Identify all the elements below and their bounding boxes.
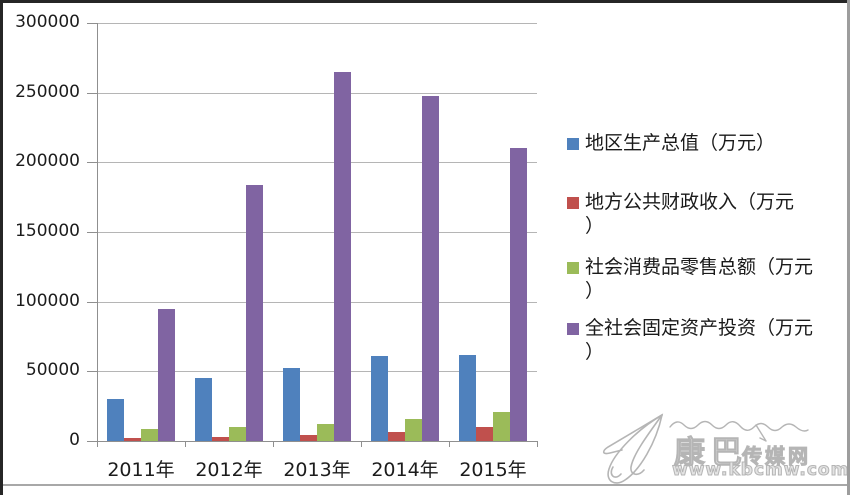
- y-axis-label-300000: 300000: [15, 12, 80, 32]
- bar-series0-2012年: [195, 378, 212, 441]
- x-axis-label-2015年: 2015年: [459, 459, 527, 481]
- bar-series2-2011年: [141, 429, 158, 441]
- bar-series1-2014年: [388, 432, 405, 441]
- watermark-url: www.kbcmw.com: [671, 460, 850, 481]
- y-tick-0: [87, 441, 98, 442]
- bar-series3-2012年: [246, 184, 263, 441]
- bar-series3-2015年: [510, 147, 527, 441]
- watermark-logo-icon: [602, 413, 664, 484]
- y-tick-200000: [87, 162, 98, 164]
- y-axis-label-150000: 150000: [15, 221, 80, 241]
- bar-series2-2015年: [493, 412, 510, 441]
- bar-series3-2014年: [422, 96, 439, 441]
- bar-series1-2013年: [300, 435, 317, 441]
- watermark-squiggle-icon: [669, 420, 809, 442]
- y-axis-label-50000: 50000: [25, 360, 80, 381]
- y-tick-300000: [87, 23, 98, 24]
- x-tick-0: [97, 441, 98, 447]
- bar-series0-2011年: [107, 398, 124, 441]
- bar-series2-2014年: [405, 418, 422, 441]
- legend-label: 地方公共财政收入（万元 ）: [585, 191, 795, 237]
- watermark-site-name-sub: 传媒网: [742, 444, 811, 469]
- bar-series3-2011年: [158, 308, 175, 441]
- bar-series1-2012年: [212, 437, 229, 441]
- bar-series0-2014年: [371, 356, 388, 441]
- frame-border-right: [847, 0, 850, 495]
- frame-border-left: [0, 0, 3, 495]
- y-tick-100000: [87, 301, 98, 303]
- gridline-250000: [97, 92, 537, 94]
- plot-area: [97, 23, 537, 441]
- frame-border-bottom: [3, 484, 847, 486]
- gridline-150000: [97, 232, 537, 233]
- frame-border-top: [0, 0, 850, 3]
- y-axis-label-100000: 100000: [15, 290, 80, 311]
- y-axis-label-250000: 250000: [15, 81, 80, 102]
- y-tick-150000: [87, 232, 98, 233]
- bar-series3-2013年: [334, 72, 351, 441]
- x-axis-label-2011年: 2011年: [107, 459, 175, 481]
- bar-series0-2013年: [283, 367, 300, 441]
- x-axis-label-2014年: 2014年: [371, 459, 439, 481]
- legend-swatch-icon: [567, 197, 579, 209]
- watermark-site-name-main: 康巴: [674, 435, 748, 472]
- bar-series1-2015年: [476, 426, 493, 441]
- bar-series0-2015年: [459, 355, 476, 441]
- watermark: 康巴 传媒网 www.kbcmw.com: [596, 403, 850, 493]
- legend-label: 地区生产总值（万元）: [585, 132, 776, 154]
- y-axis-line: [97, 23, 98, 446]
- x-axis-label-2012年: 2012年: [195, 459, 263, 481]
- x-tick-3: [361, 441, 362, 447]
- x-axis-line: [97, 441, 538, 442]
- y-axis-label-0: 0: [69, 430, 80, 450]
- y-tick-50000: [87, 371, 98, 373]
- gridline-300000: [97, 23, 537, 24]
- y-axis-label-200000: 200000: [15, 151, 80, 172]
- gridline-50000: [97, 371, 537, 373]
- legend-label: 社会消费品零售总额（万元 ）: [585, 256, 814, 302]
- gridline-200000: [97, 162, 537, 164]
- x-tick-5: [537, 441, 538, 447]
- bar-series1-2011年: [124, 438, 141, 441]
- legend-swatch-icon: [567, 323, 579, 335]
- bar-series2-2012年: [229, 426, 246, 441]
- legend-swatch-icon: [567, 138, 579, 150]
- y-tick-250000: [87, 92, 98, 94]
- legend-swatch-icon: [567, 262, 579, 274]
- legend-label: 全社会固定资产投资（万元 ）: [585, 317, 814, 363]
- x-tick-1: [185, 441, 186, 447]
- x-tick-4: [449, 441, 450, 447]
- x-tick-2: [273, 441, 274, 447]
- bar-series2-2013年: [317, 423, 334, 441]
- x-axis-label-2013年: 2013年: [283, 459, 351, 481]
- gridline-100000: [97, 301, 537, 303]
